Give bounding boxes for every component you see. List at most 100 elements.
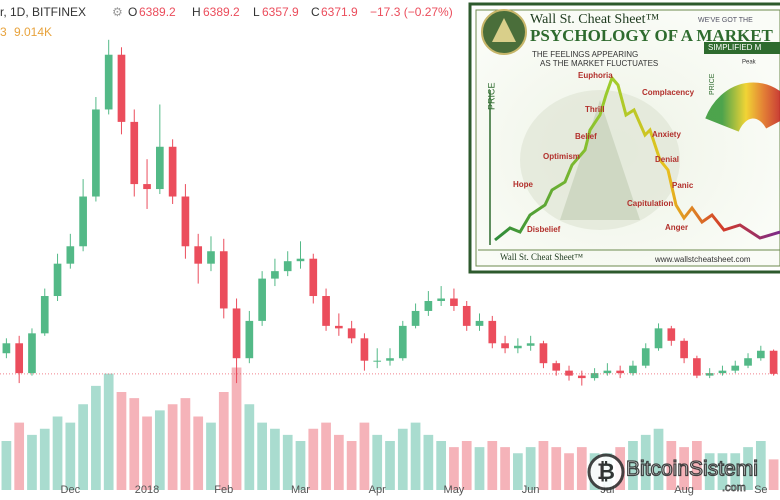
inset-stage: Belief: [575, 132, 597, 141]
volume-bar: [666, 441, 677, 490]
volume-bar: [27, 434, 37, 490]
candle-body: [15, 343, 24, 374]
symbol: r, 1D, BITFINEX: [0, 5, 86, 19]
volume-bar: [730, 453, 741, 490]
volume-bar: [436, 441, 447, 490]
volume-bar: [397, 428, 408, 490]
candle-body: [347, 328, 356, 339]
candle-body: [693, 358, 701, 376]
candle-body: [2, 343, 11, 354]
volume-bar: [768, 459, 779, 490]
candle-body: [296, 258, 305, 262]
inset-peak-chart: [705, 82, 780, 133]
volume-bar: [372, 434, 383, 490]
volume-bar: [538, 441, 549, 490]
volume-bar: [461, 441, 472, 490]
inset-sub-2: AS THE MARKET FLUCTUATES: [540, 59, 658, 68]
inset-stage: Complacency: [642, 88, 695, 97]
inset-curve: [494, 75, 780, 242]
legend-h: H: [192, 5, 201, 19]
x-tick-label: 2018: [135, 484, 159, 496]
candle-body: [769, 350, 778, 374]
candle-body: [322, 296, 330, 326]
inset-stage: Optimism: [543, 152, 580, 161]
volume-bar: [500, 447, 510, 490]
volume-bar: [333, 434, 344, 490]
volume-bar: [755, 441, 766, 490]
x-tick-label: Aug: [674, 484, 694, 496]
legend-header: r, 1D, BITFINEX ⚙ O 6389.2 H 6389.2 L 63…: [0, 5, 453, 39]
watermark-logo: [587, 453, 625, 491]
volume-bar: [308, 428, 319, 490]
volume-bar: [487, 441, 498, 490]
volume-bar: [154, 410, 165, 490]
watermark-name: BitcoinSistemi: [626, 458, 758, 481]
candle-body: [667, 328, 676, 341]
candle-body: [232, 308, 241, 359]
volume-bar: [206, 422, 216, 490]
candle-layer: [0, 39, 780, 386]
volume-bar: [653, 428, 664, 490]
candle-body: [168, 146, 177, 197]
candle-body: [194, 246, 203, 264]
candle-body: [514, 345, 522, 349]
candle-body: [731, 365, 740, 371]
volume-bar: [78, 404, 88, 490]
volume-bar: [231, 367, 242, 490]
legend-o-value: 6389.2: [139, 5, 176, 19]
volume-bar: [743, 447, 753, 490]
inset-axis-2: PRICE: [709, 73, 716, 95]
volume-bar: [346, 441, 357, 490]
x-tick-label: May: [444, 484, 465, 496]
candle-body: [258, 278, 266, 321]
candle-body: [283, 261, 292, 272]
legend-change: −17.3 (−0.27%): [370, 5, 453, 19]
volume-bar: [679, 447, 689, 490]
candle-body: [577, 375, 586, 379]
inset-logo-pyramid: [492, 18, 516, 42]
volume-bar: [525, 447, 536, 490]
candle-body: [66, 246, 75, 264]
volume-bar: [449, 447, 459, 490]
volume-bar: [180, 398, 191, 490]
candle-body: [680, 340, 688, 359]
candle-body: [565, 370, 573, 376]
volume-bar: [91, 385, 101, 490]
candle-body: [654, 328, 663, 349]
inset-stage: Denial: [655, 155, 679, 164]
watermark-domain: .com: [722, 482, 746, 494]
x-tick-label: Dec: [61, 484, 81, 496]
x-tick-label: Apr: [369, 484, 386, 496]
volume-bar: [167, 404, 178, 490]
candle-body: [616, 370, 624, 374]
volume-bar: [142, 416, 152, 490]
volume-bar: [14, 422, 25, 490]
volume-bar: [628, 441, 638, 490]
inset-stage: Anxiety: [652, 130, 681, 139]
inset-stage: Euphoria: [578, 71, 613, 80]
volume-bar: [193, 416, 204, 490]
candle-body: [271, 271, 279, 279]
candle-body: [156, 146, 164, 190]
inset-axis: PRICE: [486, 82, 496, 110]
inset-pyramid: [560, 100, 640, 220]
candle-body: [398, 325, 407, 359]
volume-label: 9.014K: [14, 25, 52, 39]
watermark: ₿ BitcoinSistemi .com: [587, 453, 759, 494]
inset-footer-brand: Wall St. Cheat Sheet™: [500, 252, 583, 262]
x-tick-label: Mar: [291, 484, 310, 496]
volume-bar: [218, 392, 229, 490]
inset-stage: Panic: [672, 181, 694, 190]
candle-body: [539, 343, 548, 364]
candle-body: [641, 348, 650, 366]
inset-title: Wall St. Cheat Sheet™: [530, 12, 660, 27]
legend-c: C: [311, 5, 320, 19]
volume-bar: [704, 453, 715, 490]
volume-bar: [564, 453, 574, 490]
candle-body: [437, 298, 445, 301]
x-tick-label: Jun: [522, 484, 540, 496]
candle-body: [462, 305, 471, 326]
volume-bar: [551, 447, 562, 490]
inset-image: Wall St. Cheat Sheet™ WE'VE GOT THE PSYC…: [468, 2, 780, 274]
